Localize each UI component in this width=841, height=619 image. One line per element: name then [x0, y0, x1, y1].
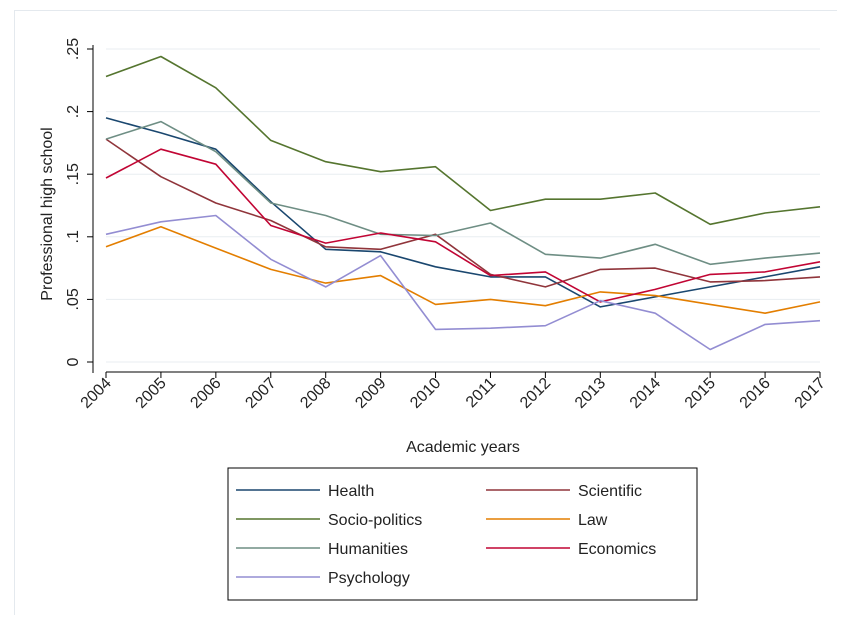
series-line-socio-politics: [105, 55, 821, 226]
x-tick-label: 2015: [682, 375, 719, 412]
series-lines: [105, 55, 821, 351]
x-tick-label: 2009: [352, 375, 389, 412]
x-tick-label: 2017: [792, 375, 829, 412]
legend-label-law: Law: [578, 512, 608, 529]
y-ticks: 0 .05 .1 .15 .2 .25: [65, 38, 93, 366]
series-line-humanities: [105, 120, 821, 266]
legend-label-humanities: Humanities: [328, 541, 408, 558]
series-line-law: [105, 226, 821, 315]
y-tick-label: .2: [65, 105, 82, 118]
y-axis-label: Professional high school: [39, 127, 56, 300]
legend-label-psychology: Psychology: [328, 570, 410, 587]
legend-label-scientific: Scientific: [578, 483, 642, 500]
x-tick-label: 2005: [133, 375, 170, 412]
legend: Health Scientific Socio-politics Law Humanit…: [227, 467, 698, 601]
series-line-psychology: [105, 214, 821, 351]
x-tick-label: 2011: [463, 375, 499, 411]
legend-label-health: Health: [328, 483, 374, 500]
x-tick-label: 2010: [407, 375, 444, 412]
series-line-health: [105, 117, 821, 308]
y-tick-label: 0: [65, 357, 82, 366]
gridlines: [106, 48, 820, 363]
x-tick-label: 2016: [737, 375, 774, 412]
y-tick-label: .25: [65, 38, 82, 60]
x-tick-label: 2007: [242, 375, 279, 412]
x-ticks: 2004 2005 2006 2007 2008 2009 2010 2011 2012 2013…: [78, 372, 829, 412]
y-tick-label: .1: [65, 230, 82, 243]
x-tick-label: 2014: [627, 375, 664, 412]
series-line-scientific: [105, 138, 821, 288]
y-tick-label: .15: [65, 163, 82, 185]
y-tick-label: .05: [65, 288, 82, 310]
legend-label-economics: Economics: [578, 541, 656, 558]
x-tick-label: 2012: [517, 375, 554, 412]
legend-box: [227, 467, 698, 601]
chart-frame: [14, 10, 837, 615]
x-tick-label: 2006: [187, 375, 224, 412]
x-tick-label: 2004: [78, 375, 115, 412]
x-tick-label: 2013: [572, 375, 609, 412]
axes: [92, 45, 820, 373]
x-tick-label: 2008: [297, 375, 334, 412]
legend-label-socio-politics: Socio-politics: [328, 512, 422, 529]
series-line-economics: [105, 148, 821, 303]
x-axis-label: Academic years: [406, 439, 520, 456]
